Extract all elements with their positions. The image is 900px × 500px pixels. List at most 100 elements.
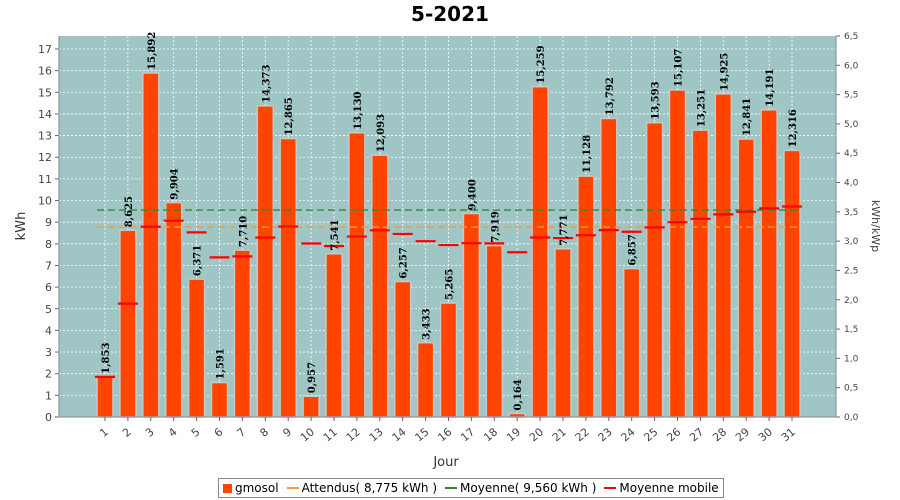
data-label: 1,591 <box>216 348 227 379</box>
y-tick-label: 6 <box>45 281 52 294</box>
bar-day-20 <box>531 85 549 418</box>
bar-day-19 <box>508 412 526 418</box>
data-labels: 1,853 8,625 15,892 9,904 6,371 1,591 7,710 14,3… <box>101 32 799 411</box>
y-tick-label: 13 <box>38 130 52 143</box>
data-label: 13,251 <box>696 89 707 127</box>
y2-tick-label: 1,0 <box>844 354 859 364</box>
bar-day-2 <box>119 229 137 418</box>
bar-day-8 <box>256 105 275 418</box>
legend-swatch-attendus <box>286 487 299 489</box>
data-label: 15,107 <box>674 49 685 87</box>
x-tick-label: 7 <box>235 425 249 439</box>
bar-day-4 <box>164 201 183 418</box>
bar-day-24 <box>622 267 641 418</box>
x-axis-label: Jour <box>432 455 459 470</box>
y-tick-label: 3 <box>45 346 52 359</box>
x-tick-label: 2 <box>120 425 134 439</box>
data-label: 6,857 <box>628 234 639 265</box>
data-label: 12,316 <box>788 109 799 147</box>
x-tick-label: 21 <box>550 425 569 444</box>
data-label: 7,919 <box>490 211 501 242</box>
y-tick-label: 9 <box>45 216 52 229</box>
data-label: 8,625 <box>124 196 135 227</box>
x-tick-label: 13 <box>367 425 386 444</box>
x-tick-label: 12 <box>344 425 363 444</box>
data-label: 14,925 <box>719 53 730 91</box>
x-tick-label: 14 <box>390 425 409 444</box>
bar-day-13 <box>371 154 389 418</box>
x-tick-label: 6 <box>212 425 226 439</box>
x-tick-label: 18 <box>481 425 500 444</box>
y2-tick-label: 5,0 <box>844 120 859 130</box>
bar-day-27 <box>691 129 710 418</box>
y2-tick-label: 5,5 <box>844 91 858 101</box>
y-tick-label: 11 <box>38 173 52 186</box>
x-axis-ticks: 1 2 3 4 5 6 7 8 9 10 11 12 13 14 15 16 17 18 19 20 21 22 23 24 2… <box>97 417 798 444</box>
x-tick-label: 5 <box>189 425 203 439</box>
y2-axis-label: kWh/kWp <box>869 200 882 252</box>
y-tick-label: 7 <box>45 259 52 272</box>
bar-day-29 <box>737 138 755 418</box>
data-label: 6,371 <box>193 245 204 276</box>
x-tick-label: 30 <box>756 425 775 444</box>
x-tick-label: 1 <box>97 425 111 439</box>
legend-label: Moyenne( 9,560 kWh ) <box>460 481 597 495</box>
moving-average-marks <box>95 205 802 378</box>
x-tick-label: 20 <box>527 425 546 444</box>
data-label: 13,130 <box>353 91 364 129</box>
bar-day-1 <box>96 376 114 418</box>
y-tick-label: 16 <box>38 65 52 78</box>
y2-tick-label: 6,0 <box>844 61 859 71</box>
x-tick-label: 24 <box>619 425 638 444</box>
y-tick-label: 2 <box>45 368 52 381</box>
y2-tick-label: 1,5 <box>844 325 858 335</box>
legend-label: Moyenne mobile <box>619 481 719 495</box>
y-tick-label: 0 <box>45 411 52 424</box>
y-tick-label: 8 <box>45 238 52 251</box>
x-tick-label: 29 <box>733 425 752 444</box>
bar-day-15 <box>416 341 435 418</box>
x-tick-label: 28 <box>710 425 729 444</box>
x-tick-label: 25 <box>641 425 660 444</box>
bar-day-28 <box>714 93 733 418</box>
x-tick-label: 9 <box>280 425 294 439</box>
bar-day-18 <box>485 244 504 418</box>
y2-tick-label: 0,0 <box>844 413 859 423</box>
y2-tick-label: 2,5 <box>844 266 858 276</box>
legend-item-attendus: Attendus( 8,775 kWh ) <box>286 481 437 495</box>
y-tick-label: 10 <box>38 195 52 208</box>
data-label: 1,853 <box>101 343 112 374</box>
bar-day-23 <box>600 117 618 418</box>
chart-title: 5-2021 <box>411 2 489 26</box>
y2-tick-label: 2,0 <box>844 296 859 306</box>
bar-day-6 <box>210 381 229 418</box>
bar-day-25 <box>645 121 664 418</box>
legend-item-moyenne: Moyenne( 9,560 kWh ) <box>445 481 596 495</box>
x-tick-label: 17 <box>458 425 477 444</box>
y2-tick-label: 4,0 <box>844 179 859 189</box>
x-tick-label: 19 <box>504 425 523 444</box>
legend: gmosol Attendus( 8,775 kWh ) Moyenne( 9,… <box>218 478 724 498</box>
y2-axis-ticks: 0,0 0,5 1,0 1,5 2,0 2,5 3,0 3,5 4,0 4,5 5,0 5,5 6,0 6… <box>835 32 859 423</box>
bar-day-12 <box>348 132 366 418</box>
bar-day-21 <box>554 248 572 418</box>
x-tick-label: 16 <box>435 425 454 444</box>
data-label: 15,892 <box>147 32 158 70</box>
bars <box>96 72 801 418</box>
x-tick-label: 8 <box>258 425 272 439</box>
y-tick-label: 17 <box>38 43 52 56</box>
data-label: 6,257 <box>399 247 410 278</box>
legend-swatch-moyenne <box>445 487 458 489</box>
x-tick-label: 10 <box>298 425 317 444</box>
reference-lines <box>97 209 800 228</box>
data-label: 0,957 <box>307 362 318 393</box>
data-label: 12,093 <box>376 114 387 152</box>
data-label: 0,164 <box>513 379 524 410</box>
y-tick-label: 14 <box>38 108 52 121</box>
bar-day-9 <box>279 137 297 418</box>
bar-day-3 <box>142 72 160 418</box>
bar-day-10 <box>302 395 320 418</box>
x-tick-label: 11 <box>321 425 340 444</box>
data-label: 14,373 <box>261 65 272 103</box>
bar-day-5 <box>187 278 206 418</box>
